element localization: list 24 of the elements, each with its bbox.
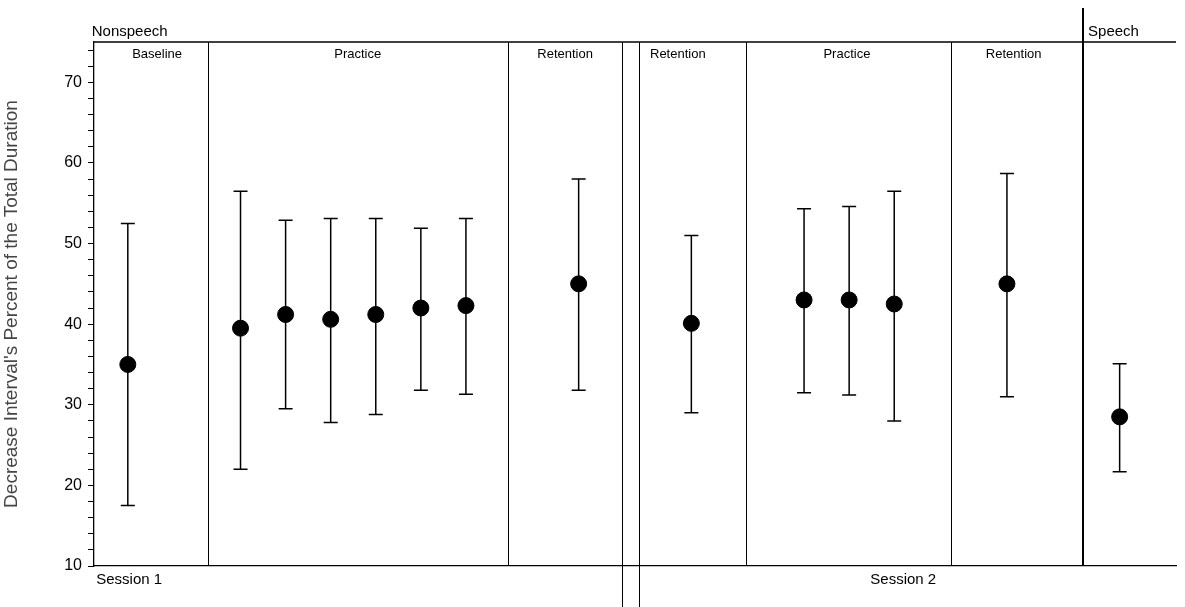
point — [570, 275, 588, 293]
point — [232, 319, 250, 337]
point — [277, 305, 295, 323]
point — [1111, 408, 1129, 426]
y-tick-label: 60 — [64, 153, 83, 171]
text: Speech — [1088, 21, 1139, 39]
y-tick-label: 10 — [64, 556, 83, 574]
point — [682, 314, 700, 332]
text: Nonspeech — [91, 21, 168, 39]
text: Session 2 — [870, 569, 937, 587]
y-tick-label: 20 — [64, 475, 83, 493]
y-axis-title: Decrease Interval's Percent of the Total Duration — [0, 100, 21, 508]
annotation: Baseline — [132, 46, 183, 62]
annotation: Retention — [537, 46, 593, 62]
y-tick-label: 30 — [64, 395, 83, 413]
annotation: Practice — [823, 46, 871, 62]
y-tick-label: 70 — [64, 72, 83, 90]
annotation: Practice — [334, 46, 382, 62]
text: Session 1 — [96, 569, 163, 587]
annotation: Retention — [650, 46, 706, 62]
y-tick-label: 50 — [64, 233, 83, 251]
point — [322, 310, 340, 328]
annotation: Retention — [985, 46, 1042, 62]
y-tick-label: 40 — [64, 314, 83, 332]
